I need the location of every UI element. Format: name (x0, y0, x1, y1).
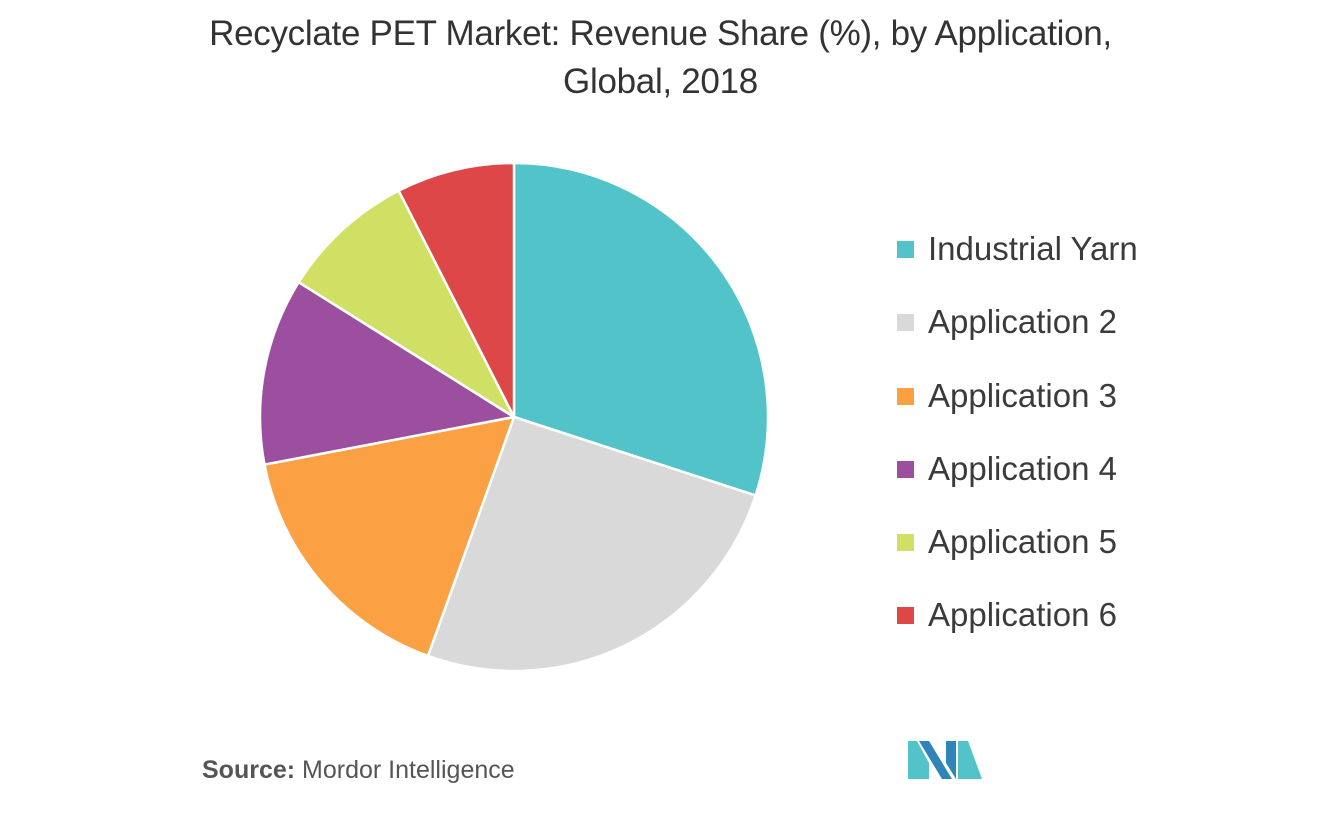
pie-slice-industrial-yarn (512, 161, 770, 497)
legend-label-industrial-yarn: Industrial Yarn (928, 230, 1138, 267)
legend-label-application-2: Application 2 (928, 303, 1117, 341)
legend-swatch-application-6 (897, 607, 914, 625)
mordor-intelligence-logo-icon (908, 741, 982, 779)
legend-label-application-4: Application 4 (928, 449, 1117, 487)
logo-shape-mid (919, 741, 952, 779)
legend-item-industrial-yarn: Industrial Yarn (897, 225, 1138, 298)
pie-slice-application-6 (397, 161, 516, 419)
legend-swatch-application-5 (897, 534, 914, 552)
chart-title-line-1: Recyclate PET Market: Revenue Share (%),… (209, 14, 1112, 53)
legend-item-application-2: Application 2 (897, 298, 1138, 371)
chart-legend: Industrial Yarn Application 2 Application … (897, 225, 1138, 665)
legend-item-application-3: Application 3 (897, 372, 1138, 445)
logo-shape-left (908, 741, 929, 779)
source-label: Source: (202, 756, 296, 784)
legend-swatch-industrial-yarn (897, 241, 914, 258)
pie-slice-application-3 (263, 415, 516, 658)
pie-slice-application-4 (258, 281, 516, 466)
chart-title-line-2: Global, 2018 (563, 62, 758, 101)
chart-title: Recyclate PET Market: Revenue Share (%),… (0, 10, 1321, 106)
legend-label-application-5: Application 5 (928, 523, 1117, 561)
pie-slice-application-2 (426, 415, 757, 673)
logo-shape-right-a (946, 741, 956, 779)
pie-slice-application-5 (297, 189, 516, 419)
legend-swatch-application-4 (897, 460, 914, 478)
logo-shape-right-b (958, 741, 982, 779)
legend-item-application-5: Application 5 (897, 518, 1138, 591)
legend-label-application-6: Application 6 (928, 596, 1117, 634)
legend-swatch-application-3 (897, 387, 914, 405)
legend-item-application-4: Application 4 (897, 445, 1138, 518)
source-note: Source: Mordor Intelligence (202, 752, 515, 788)
legend-swatch-application-2 (897, 314, 914, 332)
source-text: Mordor Intelligence (295, 756, 515, 784)
legend-item-application-6: Application 6 (897, 591, 1138, 664)
legend-label-application-3: Application 3 (928, 376, 1117, 414)
